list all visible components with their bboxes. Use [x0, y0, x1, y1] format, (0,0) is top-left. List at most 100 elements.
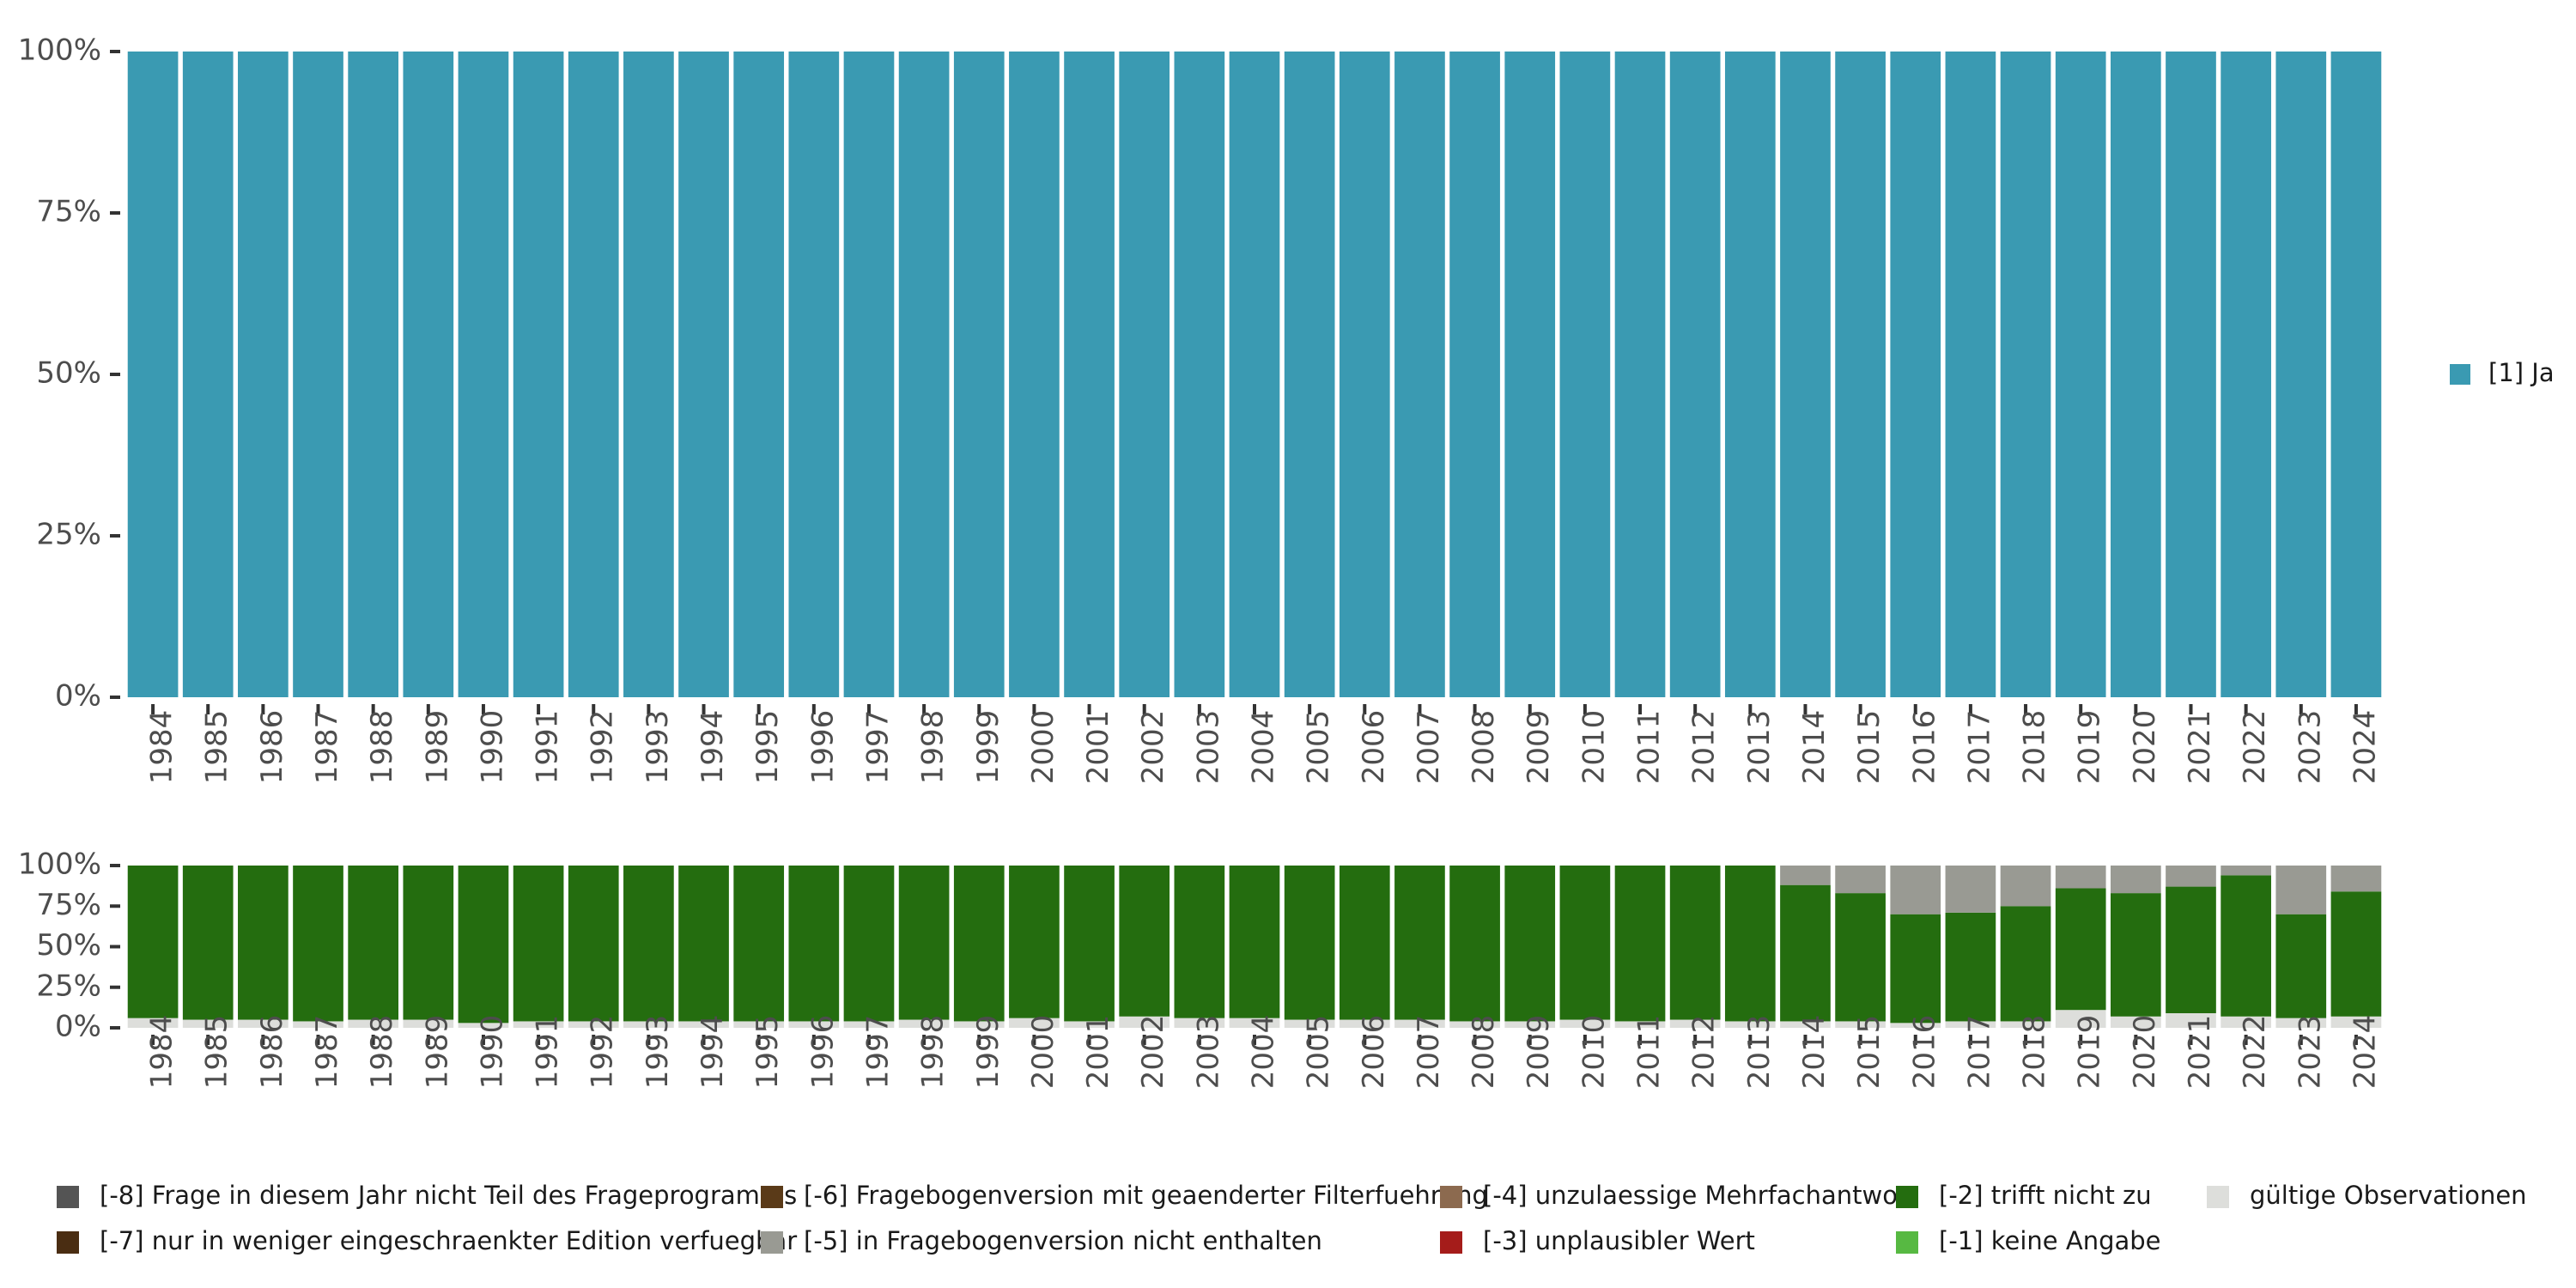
top-x-tick-label-1985: 1985	[200, 710, 234, 785]
bottom-bar-2001-series-1	[1064, 866, 1115, 1022]
bottom-x-tick-label-2011: 2011	[1632, 1015, 1667, 1090]
top-x-tick-label-2011: 2011	[1632, 710, 1667, 785]
bottom-x-tick-label-2022: 2022	[2238, 1015, 2272, 1090]
top-x-tick-label-2002: 2002	[1136, 710, 1170, 785]
top-x-tick-label-2003: 2003	[1191, 710, 1225, 785]
bottom-x-tick-label-1993: 1993	[641, 1015, 675, 1090]
bottom-bar-1998-series-0	[898, 1019, 950, 1028]
top-bar-2005-series-0	[1284, 52, 1335, 697]
top-x-tick-label-2004: 2004	[1247, 710, 1281, 785]
top-x-tick-label-2001: 2001	[1081, 710, 1115, 785]
bottom-bar-2023-series-1	[2275, 914, 2327, 1018]
bottom-bar-2015-series-2	[1835, 866, 1886, 894]
bottom-y-tick-label-3: 75%	[36, 888, 101, 922]
bottom-x-tick-label-2004: 2004	[1247, 1015, 1281, 1090]
bottom-x-tick-label-2005: 2005	[1302, 1015, 1336, 1090]
legend-label-6: [-2] trifft nicht zu	[1939, 1181, 2152, 1210]
bottom-bar-1999-series-0	[953, 1021, 1005, 1028]
top-x-tick-label-1991: 1991	[531, 710, 565, 785]
bottom-x-tick-label-1989: 1989	[420, 1015, 454, 1090]
top-bar-2018-series-0	[2000, 52, 2051, 697]
top-x-tick-label-2016: 2016	[1907, 710, 1941, 785]
bottom-bar-2000-series-0	[1009, 1018, 1060, 1028]
bottom-bar-2015-series-0	[1835, 1021, 1886, 1028]
bottom-bar-2006-series-0	[1339, 1019, 1390, 1028]
bottom-bar-2008-series-1	[1449, 866, 1500, 1022]
top-y-tick-label-0: 0%	[55, 679, 101, 714]
top-x-tick-label-2009: 2009	[1522, 710, 1556, 785]
top-x-tick-label-2022: 2022	[2238, 710, 2272, 785]
top-bar-2013-series-0	[1724, 52, 1776, 697]
bottom-bar-2005-series-0	[1284, 1019, 1335, 1028]
legend-label-3: [-5] in Fragebogenversion nicht enthalte…	[804, 1226, 1322, 1255]
top-bar-1985-series-0	[182, 52, 234, 697]
bottom-x-tick-label-1996: 1996	[805, 1015, 840, 1090]
bottom-bar-1988-series-0	[348, 1019, 398, 1028]
top-x-tick-label-1997: 1997	[860, 710, 895, 785]
top-x-tick-label-2018: 2018	[2018, 710, 2052, 785]
bottom-x-tick-label-2016: 2016	[1907, 1015, 1941, 1090]
top-bar-2014-series-0	[1780, 52, 1831, 697]
top-bar-1987-series-0	[293, 52, 343, 697]
bottom-bar-2005-series-1	[1284, 866, 1335, 1020]
bottom-x-tick-label-1987: 1987	[310, 1015, 344, 1090]
bottom-bar-2013-series-0	[1724, 1021, 1776, 1028]
legend-label-2: [-6] Fragebogenversion mit geaenderter F…	[804, 1181, 1488, 1210]
top-x-tick-label-1989: 1989	[420, 710, 454, 785]
bottom-x-tick-label-2012: 2012	[1687, 1015, 1722, 1090]
bottom-bar-1996-series-1	[788, 866, 840, 1022]
bottom-bar-1992-series-1	[568, 866, 619, 1022]
bottom-bar-1989-series-1	[403, 866, 454, 1020]
bottom-bar-1986-series-1	[238, 866, 289, 1020]
bottom-bar-2017-series-2	[1945, 866, 1996, 913]
bottom-x-tick-label-1988: 1988	[365, 1015, 399, 1090]
top-x-tick-label-1993: 1993	[641, 710, 675, 785]
bottom-bar-2018-series-0	[2000, 1021, 2051, 1028]
legend-label-1: [-7] nur in weniger eingeschraenkter Edi…	[100, 1226, 797, 1255]
bottom-y-tick-label-2: 50%	[36, 928, 101, 963]
bottom-bar-2000-series-1	[1009, 866, 1060, 1018]
bottom-bar-2016-series-1	[1890, 914, 1941, 1024]
top-bar-2022-series-0	[2221, 52, 2271, 697]
top-x-tick-label-1988: 1988	[365, 710, 399, 785]
bottom-bar-1994-series-0	[678, 1021, 729, 1028]
bottom-x-tick-label-2002: 2002	[1136, 1015, 1170, 1090]
top-x-tick-label-1987: 1987	[310, 710, 344, 785]
bottom-bar-2020-series-2	[2110, 866, 2161, 894]
top-x-tick-label-2007: 2007	[1412, 710, 1446, 785]
bottom-bar-2022-series-1	[2221, 875, 2271, 1017]
bottom-bar-2022-series-0	[2221, 1016, 2271, 1028]
top-bar-2010-series-0	[1559, 52, 1611, 697]
bottom-bar-2009-series-1	[1504, 866, 1556, 1022]
bottom-x-tick-label-2006: 2006	[1357, 1015, 1391, 1090]
bottom-x-tick-label-1994: 1994	[696, 1015, 730, 1090]
bottom-bar-2003-series-1	[1174, 866, 1225, 1018]
top-bar-1990-series-0	[458, 52, 509, 697]
top-bar-1997-series-0	[843, 52, 895, 697]
bottom-x-tick-label-1998: 1998	[916, 1015, 951, 1090]
bottom-bar-1987-series-1	[293, 866, 343, 1022]
top-bar-1994-series-0	[678, 52, 729, 697]
bottom-bar-2021-series-2	[2166, 866, 2216, 887]
top-bar-1988-series-0	[348, 52, 398, 697]
top-bar-2007-series-0	[1394, 52, 1445, 697]
bottom-x-tick-label-2009: 2009	[1522, 1015, 1556, 1090]
bottom-bar-2016-series-0	[1890, 1023, 1941, 1028]
bottom-bar-2004-series-1	[1229, 866, 1280, 1018]
top-x-tick-label-2012: 2012	[1687, 710, 1722, 785]
bottom-bar-2014-series-1	[1780, 884, 1831, 1022]
bottom-bar-2004-series-0	[1229, 1018, 1280, 1028]
top-bar-1992-series-0	[568, 52, 619, 697]
bottom-x-tick-label-2019: 2019	[2073, 1015, 2107, 1090]
top-x-tick-label-2015: 2015	[1852, 710, 1886, 785]
bottom-bar-2021-series-1	[2166, 886, 2216, 1013]
top-bar-1991-series-0	[513, 52, 564, 697]
bottom-stacked-bar-chart: 1984 1985 1986 1987 1988 1989 1990 1991 1992 1993…	[18, 848, 2383, 1090]
bottom-x-tick-label-1997: 1997	[860, 1015, 895, 1090]
bottom-bar-1995-series-0	[733, 1021, 785, 1028]
top-bar-2009-series-0	[1504, 52, 1556, 697]
bottom-bar-1987-series-0	[293, 1021, 343, 1028]
bottom-bar-1997-series-1	[843, 866, 895, 1022]
bottom-bar-2006-series-1	[1339, 866, 1390, 1020]
bottom-bar-1993-series-1	[623, 866, 674, 1022]
